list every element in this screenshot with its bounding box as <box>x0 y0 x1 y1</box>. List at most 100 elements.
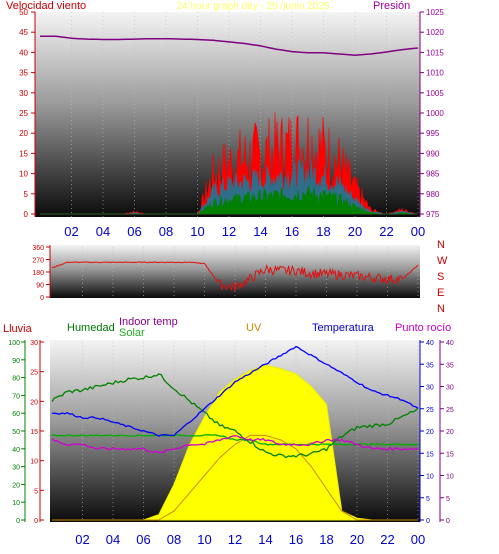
rain-tick-label: 40 <box>12 447 20 454</box>
dew-tick-label: 0 <box>446 518 450 525</box>
temp-tick-label: 10 <box>426 474 434 481</box>
x-tick-label: 00 <box>411 532 425 547</box>
direction-tick-label: 0 <box>40 295 44 302</box>
humidity-ticks: 0 5 10 15 20 25 30 <box>30 340 44 525</box>
direction-panel-grid <box>82 247 419 298</box>
wind-tick-label: 45 <box>19 28 28 37</box>
direction-left-ticks: 0 90 180 270 360 <box>32 245 50 302</box>
dew-tick-label: 5 <box>446 496 450 503</box>
humidity-tick-label: 20 <box>30 399 38 406</box>
uv-line <box>52 434 418 521</box>
x-tick-label: 18 <box>316 224 330 239</box>
temperature-label: Temperatura <box>312 322 375 334</box>
wind-tick-label: 40 <box>19 48 28 57</box>
chart-title: 24 hour graph day - 29 /junio 2025 <box>177 1 330 12</box>
pressure-tick-label: 985 <box>426 170 440 179</box>
temp-tick-label: 25 <box>426 407 434 414</box>
dew-tick-label: 25 <box>446 407 454 414</box>
dewpoint-line <box>51 435 419 454</box>
wind-tick-label: 15 <box>19 149 28 158</box>
rain-ticks: 0 10 20 30 40 50 60 70 80 90 100 <box>8 340 25 525</box>
wind-tick-label: 50 <box>19 8 28 17</box>
x-tick-label: 06 <box>127 224 141 239</box>
pressure-tick-label: 975 <box>426 210 440 219</box>
humidity-tick-label: 15 <box>30 429 38 436</box>
rain-tick-label: 20 <box>12 482 20 489</box>
rain-tick-label: 30 <box>12 465 20 472</box>
x-tick-label: 20 <box>348 224 362 239</box>
direction-tick-label: 360 <box>32 245 44 252</box>
wind-direction-line <box>51 261 419 292</box>
humidity-line <box>51 373 419 459</box>
dewpoint-ticks: 0 5 10 15 20 25 30 35 40 <box>440 340 454 525</box>
dew-tick-label: 20 <box>446 429 454 436</box>
x-tick-label: 14 <box>258 532 272 547</box>
x-tick-label: 22 <box>379 224 393 239</box>
temperature-x-ticks: 02 04 06 08 10 12 14 16 18 20 22 00 <box>75 532 425 547</box>
wind-tick-label: 0 <box>24 210 29 219</box>
dew-tick-label: 35 <box>446 362 454 369</box>
rain-tick-label: 50 <box>12 429 20 436</box>
wind-tick-label: 20 <box>19 129 28 138</box>
humidity-tick-label: 25 <box>30 370 38 377</box>
x-tick-label: 12 <box>228 532 242 547</box>
wind-tick-label: 30 <box>19 89 28 98</box>
direction-tick-label: 270 <box>32 258 44 265</box>
x-tick-label: 16 <box>285 224 299 239</box>
wind-lull-area <box>40 184 418 215</box>
dew-tick-label: 30 <box>446 385 454 392</box>
x-tick-label: 04 <box>106 532 120 547</box>
dew-tick-label: 10 <box>446 474 454 481</box>
compass-label: S <box>437 271 444 283</box>
x-tick-label: 20 <box>350 532 364 547</box>
pressure-tick-label: 1000 <box>426 109 444 118</box>
wind-tick-label: 5 <box>24 190 29 199</box>
dewpoint-label: Punto rocío <box>395 322 451 334</box>
wind-x-ticks: 02 04 06 08 10 12 14 16 18 20 22 00 <box>64 224 425 239</box>
x-tick-label: 14 <box>253 224 267 239</box>
solar-label: Solar <box>119 327 145 339</box>
x-tick-label: 08 <box>159 224 173 239</box>
rain-tick-label: 10 <box>12 500 20 507</box>
rain-tick-label: 0 <box>16 518 20 525</box>
x-tick-label: 16 <box>289 532 303 547</box>
dew-tick-label: 40 <box>446 340 454 347</box>
x-tick-label: 02 <box>75 532 89 547</box>
pressure-tick-label: 1005 <box>426 89 444 98</box>
temp-tick-label: 35 <box>426 362 434 369</box>
wind-tick-label: 25 <box>19 109 28 118</box>
uv-label: UV <box>246 322 262 334</box>
pressure-tick-label: 980 <box>426 190 440 199</box>
x-tick-label: 04 <box>96 224 110 239</box>
temp-tick-label: 40 <box>426 340 434 347</box>
pressure-right-ticks: 975 980 985 990 995 1000 1005 1010 1015 1020 1025 <box>420 8 444 219</box>
wind-panel-series <box>40 35 419 215</box>
temp-tick-label: 5 <box>426 496 430 503</box>
dew-tick-label: 15 <box>446 451 454 458</box>
x-tick-label: 10 <box>197 532 211 547</box>
temp-tick-label: 30 <box>426 385 434 392</box>
pressure-tick-label: 1015 <box>426 48 444 57</box>
rain-label: Lluvia <box>3 323 33 335</box>
x-tick-label: 22 <box>380 532 394 547</box>
wind-left-ticks: 0 5 10 15 20 25 30 35 40 45 50 <box>19 8 35 219</box>
pressure-tick-label: 995 <box>426 129 440 138</box>
temp-tick-label: 20 <box>426 429 434 436</box>
temperature-panel-series <box>51 345 419 521</box>
direction-tick-label: 90 <box>36 283 44 290</box>
x-tick-label: 06 <box>136 532 150 547</box>
rain-tick-label: 80 <box>12 376 20 383</box>
compass-label: E <box>437 287 444 299</box>
pressure-tick-label: 1020 <box>426 28 444 37</box>
pressure-tick-label: 990 <box>426 149 440 158</box>
x-tick-label: 08 <box>167 532 181 547</box>
humidity-tick-label: 10 <box>30 459 38 466</box>
temperature-line <box>51 345 419 437</box>
x-tick-label: 00 <box>411 224 425 239</box>
compass-label: N <box>437 303 445 315</box>
direction-tick-label: 180 <box>32 270 44 277</box>
humidity-label: Humedad <box>67 322 115 334</box>
pressure-title: Presión <box>373 0 410 12</box>
